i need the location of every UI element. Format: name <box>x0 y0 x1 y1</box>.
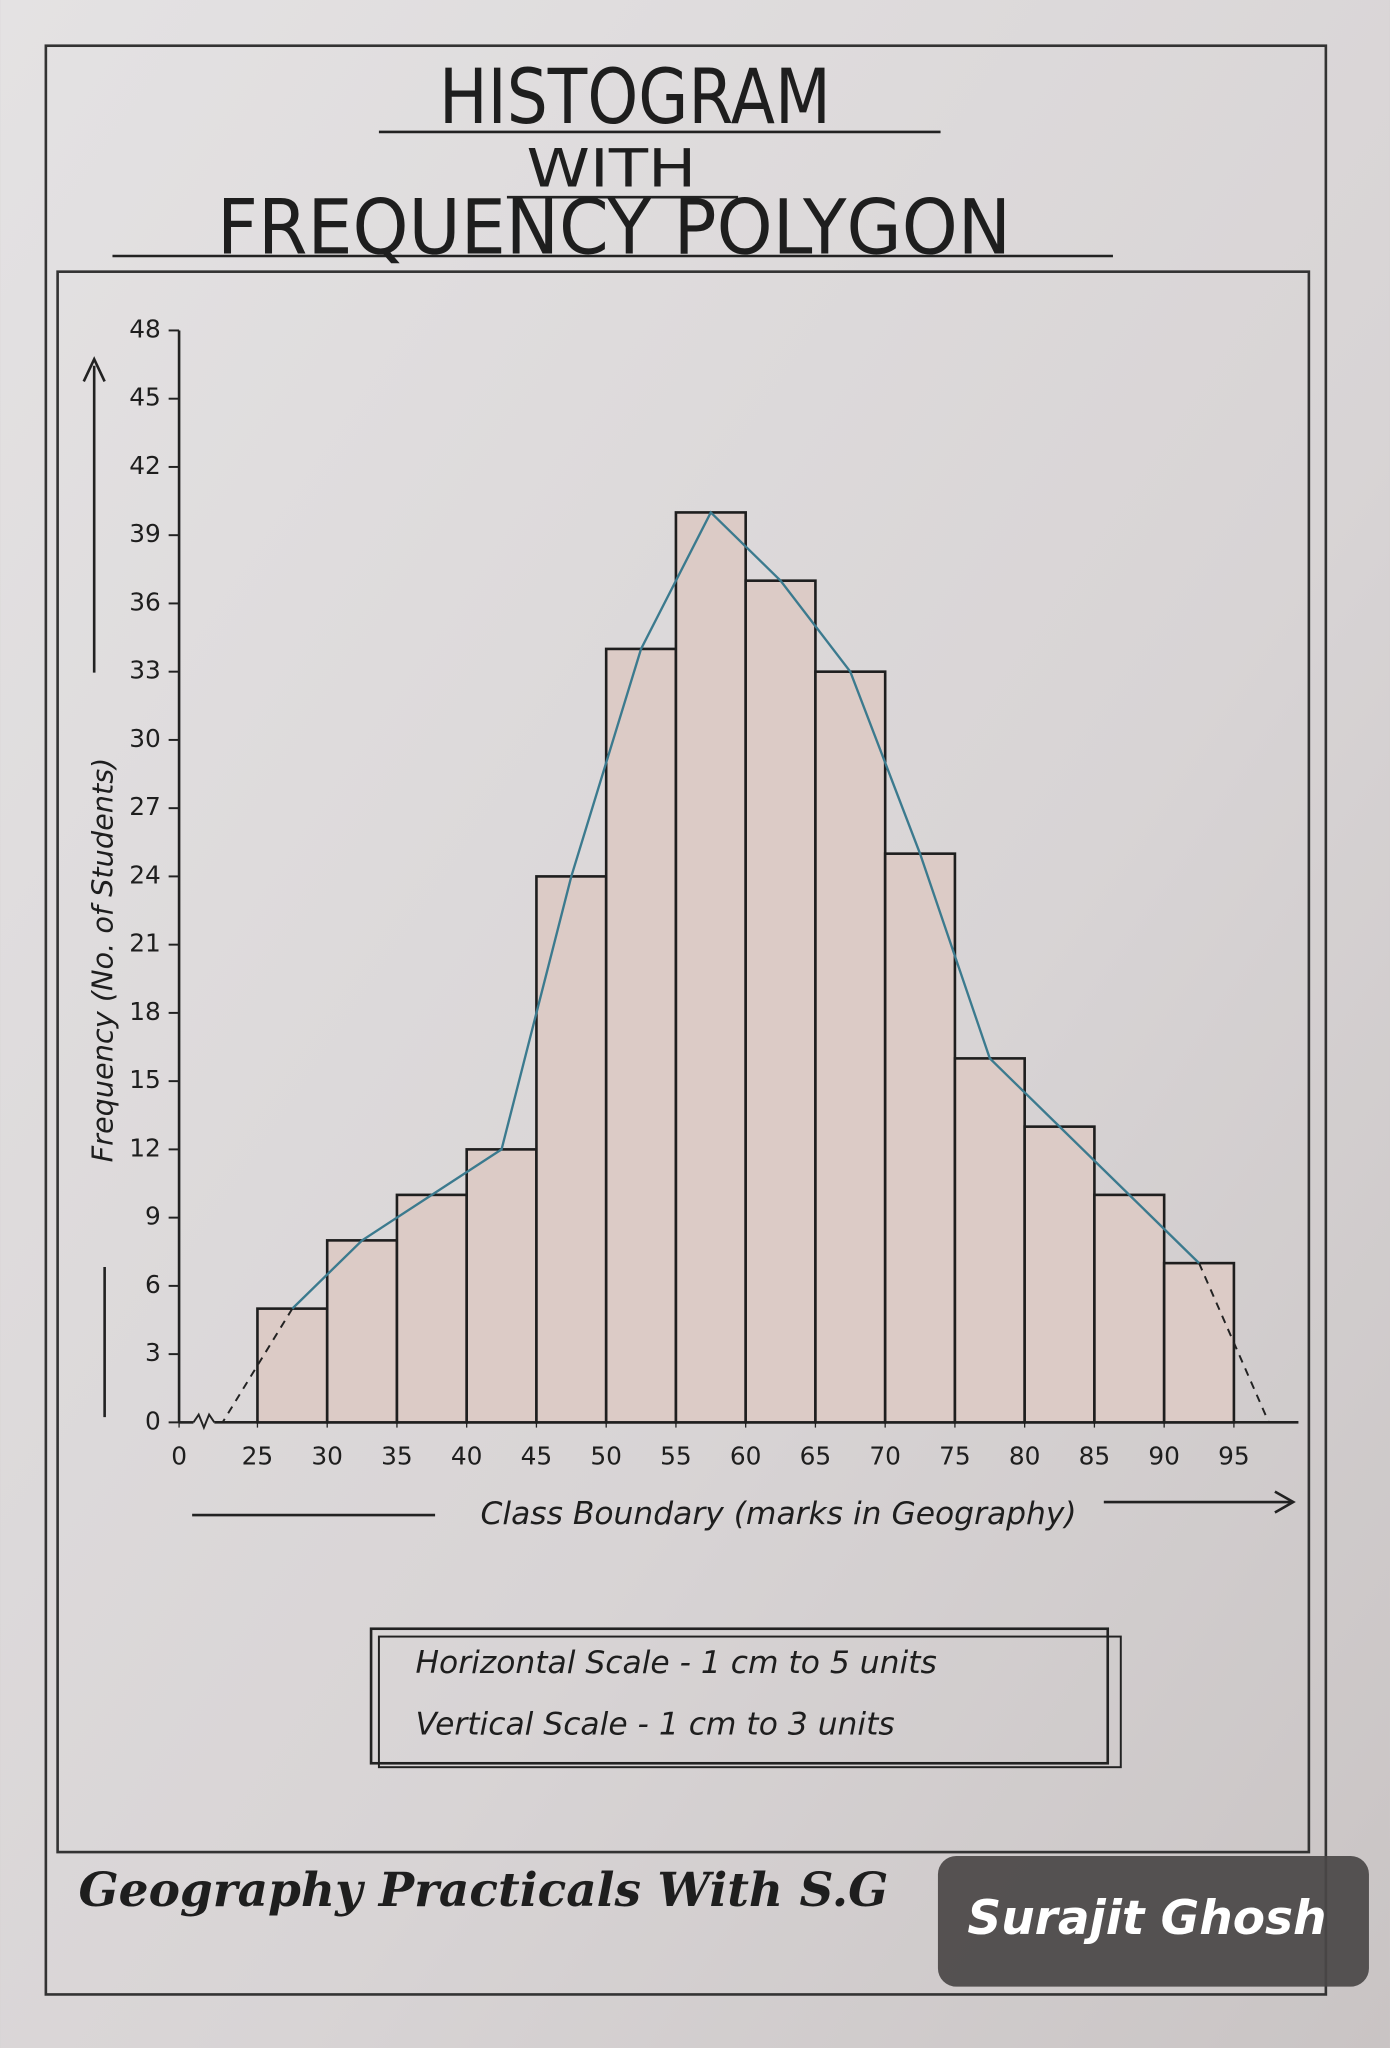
chart-title: HISTOGRAM <box>439 53 831 141</box>
chart-border <box>56 270 1311 1854</box>
arrow-head <box>82 356 106 382</box>
y-tick-label: 30 <box>129 724 161 753</box>
bar <box>604 647 678 1424</box>
x-tick-label: 80 <box>1009 1442 1041 1471</box>
x-tick-label: 75 <box>939 1442 971 1471</box>
x-tick-label: 65 <box>800 1442 832 1471</box>
chart-title: WITH <box>527 139 697 199</box>
y-tick-label: 39 <box>129 519 161 548</box>
y-tick-label: 42 <box>129 451 161 480</box>
y-tick-label: 0 <box>145 1406 161 1435</box>
y-tick-label: 33 <box>129 656 161 685</box>
y-tick-label: 6 <box>145 1270 161 1299</box>
x-tick-label: 60 <box>730 1442 762 1471</box>
bar <box>395 1193 468 1424</box>
bar <box>256 1307 329 1424</box>
page-border <box>44 44 1328 1996</box>
x-tick-label: 35 <box>381 1442 413 1471</box>
arrow-head <box>1274 1490 1296 1514</box>
x-tick-label: 50 <box>590 1442 622 1471</box>
scale-note: Vertical Scale - 1 cm to 3 units <box>415 1706 894 1742</box>
y-tick-label: 48 <box>129 314 161 343</box>
y-tick-label: 15 <box>129 1065 161 1094</box>
bar <box>674 511 747 1424</box>
bar <box>535 875 608 1424</box>
scale-box <box>369 1627 1110 1765</box>
scale-note: Horizontal Scale - 1 cm to 5 units <box>415 1645 936 1681</box>
bar <box>1162 1261 1236 1424</box>
x-tick-label: 95 <box>1218 1442 1250 1471</box>
x-tick-label: 55 <box>660 1442 692 1471</box>
bar <box>1023 1125 1096 1424</box>
y-tick-label: 21 <box>129 929 161 958</box>
y-tick-label: 45 <box>129 383 161 412</box>
x-tick-label: 0 <box>171 1442 187 1471</box>
y-tick-label: 3 <box>145 1338 161 1367</box>
x-tick-label: 25 <box>242 1442 274 1471</box>
x-tick-label: 70 <box>869 1442 901 1471</box>
chart-title: FREQUENCY POLYGON <box>217 183 1011 271</box>
bar <box>883 852 957 1424</box>
x-tick-label: 40 <box>451 1442 483 1471</box>
author-badge <box>937 1856 1369 1987</box>
bar <box>1093 1193 1166 1424</box>
bar <box>953 1057 1026 1424</box>
y-tick-label: 36 <box>129 587 161 616</box>
x-tick-label: 45 <box>521 1442 553 1471</box>
y-tick-label: 27 <box>129 792 161 821</box>
y-tick-label: 9 <box>145 1202 161 1231</box>
axis-break <box>192 1412 216 1431</box>
bar <box>465 1148 538 1424</box>
y-tick-label: 18 <box>129 997 161 1026</box>
bar <box>325 1239 399 1424</box>
channel-name: Geography Practicals With S.G <box>79 1863 889 1918</box>
y-axis-label: Frequency (No. of Students) <box>86 758 120 1163</box>
bar <box>744 579 817 1424</box>
scale-box <box>377 1635 1122 1769</box>
author-name: Surajit Ghosh <box>967 1891 1326 1946</box>
x-tick-label: 90 <box>1148 1442 1180 1471</box>
bar <box>814 670 887 1424</box>
y-tick-label: 24 <box>129 860 161 889</box>
frequency-polygon <box>291 510 1200 1310</box>
polygon-extension <box>1198 1262 1270 1423</box>
x-tick-label: 30 <box>311 1442 343 1471</box>
x-axis-label: Class Boundary (marks in Geography) <box>481 1496 1077 1532</box>
x-tick-label: 85 <box>1079 1442 1111 1471</box>
y-tick-label: 12 <box>129 1133 161 1162</box>
